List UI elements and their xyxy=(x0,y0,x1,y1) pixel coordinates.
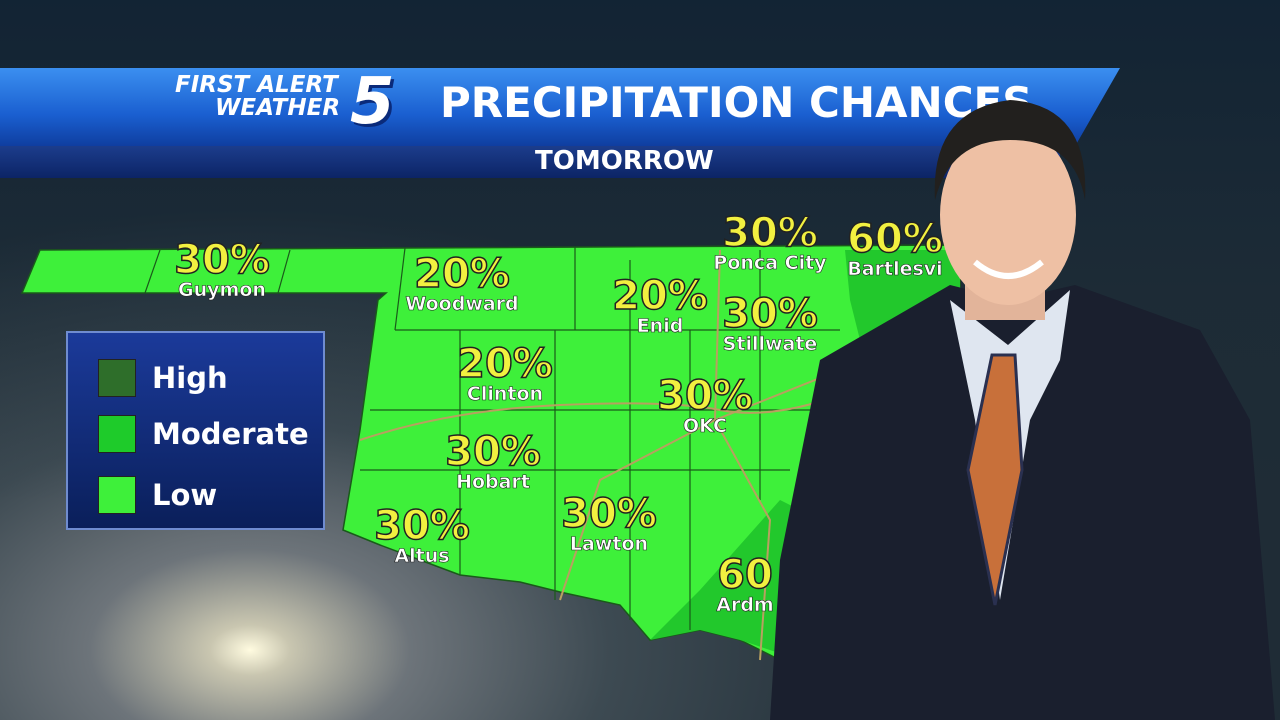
city-label-enid: 20% Enid xyxy=(611,273,708,337)
city-label-clinton: 20% Clinton xyxy=(456,341,553,405)
page-subtitle: TOMORROW xyxy=(535,146,714,176)
logo-line2: WEATHER xyxy=(215,95,341,121)
legend-item-low: Low xyxy=(98,476,217,514)
hair xyxy=(934,100,1086,200)
page-title: PRECIPITATION CHANCES xyxy=(440,78,1033,127)
highways xyxy=(359,249,841,661)
city-label-guymon: 30% Guymon xyxy=(173,237,270,301)
logo-number: 5 xyxy=(350,65,395,139)
face xyxy=(940,125,1076,305)
station-logo: FIRST ALERT WEATHER 5 xyxy=(175,70,395,134)
city-label-altus: 30% Altus xyxy=(373,503,470,567)
city-label-okc: 30% OKC xyxy=(656,373,753,437)
city-label-ardmore: 60 Ardm xyxy=(716,552,774,616)
city-label-ponca-city: 30% Ponca City xyxy=(713,210,827,274)
city-label-hobart: 30% Hobart xyxy=(444,429,541,493)
striped-tie xyxy=(966,353,1024,606)
city-label-stillwater: 30% Stillwate xyxy=(721,291,818,355)
legend-swatch-high xyxy=(98,359,136,397)
city-label-woodward: 20% Woodward xyxy=(405,251,519,315)
smile xyxy=(973,259,1044,279)
county-lines xyxy=(144,247,840,630)
legend-swatch-low xyxy=(98,476,136,514)
legend-box: High Moderate Low xyxy=(66,331,325,530)
legend-swatch-moderate xyxy=(98,415,136,453)
subtitle-bar xyxy=(0,146,1060,178)
header-banner xyxy=(0,68,1120,146)
logo-line1: FIRST ALERT xyxy=(175,72,338,98)
legend-item-high: High xyxy=(98,359,228,397)
legend-item-moderate: Moderate xyxy=(98,415,309,453)
suit-jacket xyxy=(770,285,1275,720)
city-label-lawton: 30% Lawton xyxy=(560,491,657,555)
city-label-bartlesville: 60% Bartlesvi xyxy=(846,216,943,280)
